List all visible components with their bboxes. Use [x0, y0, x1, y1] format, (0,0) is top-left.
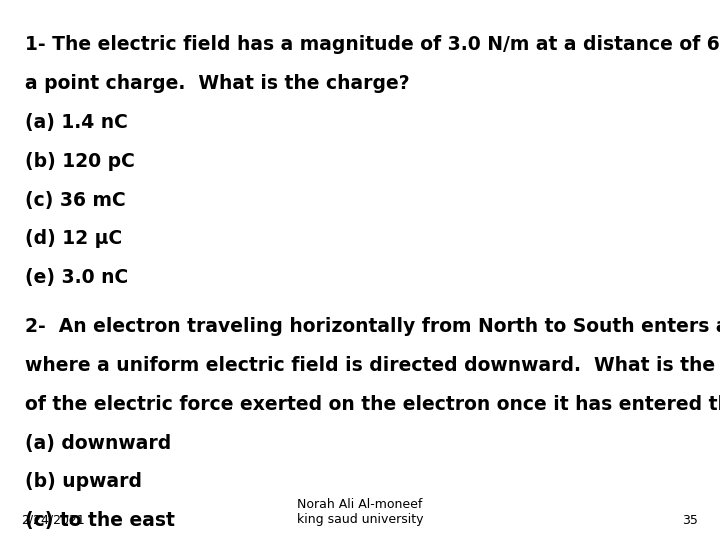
- Text: 2-  An electron traveling horizontally from North to South enters a region: 2- An electron traveling horizontally fr…: [25, 317, 720, 336]
- Text: 2/24/2021: 2/24/2021: [22, 514, 86, 526]
- Text: where a uniform electric field is directed downward.  What is the direction: where a uniform electric field is direct…: [25, 356, 720, 375]
- Text: (b) 120 pC: (b) 120 pC: [25, 152, 135, 171]
- Text: (c) 36 mC: (c) 36 mC: [25, 191, 126, 210]
- Text: (d) 12 μC: (d) 12 μC: [25, 230, 122, 248]
- Text: 1- The electric field has a magnitude of 3.0 N/m at a distance of 60 cm from: 1- The electric field has a magnitude of…: [25, 35, 720, 54]
- Text: (c) to the east: (c) to the east: [25, 511, 175, 530]
- Text: of the electric force exerted on the electron once it has entered the field?: of the electric force exerted on the ele…: [25, 395, 720, 414]
- Text: (e) 3.0 nC: (e) 3.0 nC: [25, 268, 128, 287]
- Text: a point charge.  What is the charge?: a point charge. What is the charge?: [25, 74, 410, 93]
- Text: Norah Ali Al-moneef
king saud university: Norah Ali Al-moneef king saud university: [297, 498, 423, 526]
- Text: (a) downward: (a) downward: [25, 434, 171, 453]
- Text: (a) 1.4 nC: (a) 1.4 nC: [25, 113, 128, 132]
- Text: 35: 35: [683, 514, 698, 526]
- Text: (b) upward: (b) upward: [25, 472, 142, 491]
